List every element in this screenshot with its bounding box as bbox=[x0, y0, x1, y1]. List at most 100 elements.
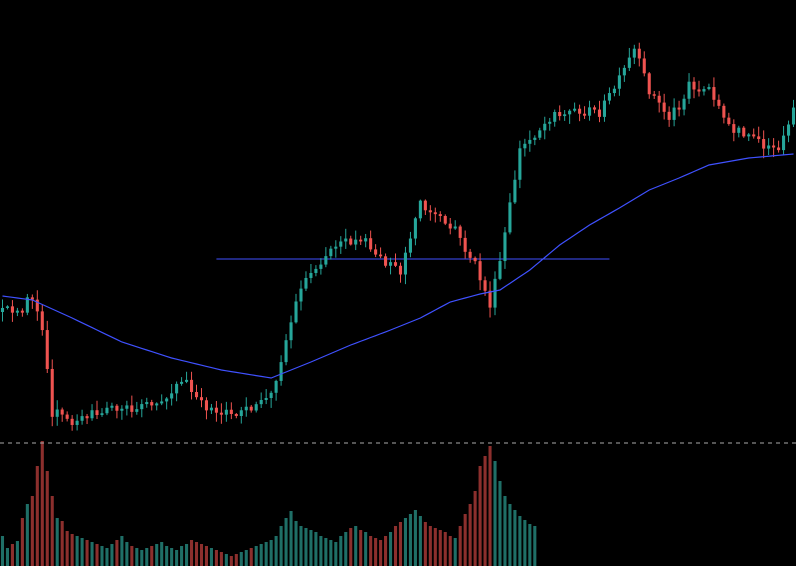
candle-body bbox=[85, 416, 89, 419]
volume-bar bbox=[100, 546, 104, 566]
candle bbox=[687, 73, 691, 104]
candle-body bbox=[652, 94, 656, 96]
volume-bar bbox=[294, 521, 298, 566]
volume-bar bbox=[115, 540, 119, 566]
candle bbox=[229, 402, 233, 420]
volume-bar bbox=[259, 544, 263, 566]
candle-body bbox=[702, 89, 706, 92]
candle bbox=[130, 395, 134, 418]
candle bbox=[209, 403, 213, 415]
volume-bar bbox=[398, 522, 403, 566]
volume-bar bbox=[20, 518, 24, 566]
candle-body bbox=[145, 402, 149, 405]
candle bbox=[60, 407, 64, 422]
candle-body bbox=[214, 407, 218, 413]
volume-bar bbox=[314, 532, 318, 566]
candle bbox=[95, 400, 99, 420]
candle bbox=[175, 381, 179, 402]
candle-body bbox=[563, 114, 567, 117]
candle-body bbox=[189, 379, 194, 393]
candle bbox=[249, 404, 253, 413]
volume-bar bbox=[428, 526, 432, 566]
candle bbox=[403, 246, 408, 285]
candle-body bbox=[110, 405, 114, 408]
candle-body bbox=[433, 212, 437, 215]
candle-body bbox=[254, 404, 258, 411]
candle-body bbox=[229, 409, 233, 415]
candle-body bbox=[647, 73, 651, 95]
candle-body bbox=[737, 127, 741, 133]
candle bbox=[369, 230, 373, 252]
candle-body bbox=[548, 121, 552, 124]
volume-bar bbox=[70, 534, 74, 566]
candle-body bbox=[677, 107, 681, 110]
volume-bar bbox=[194, 542, 199, 566]
volume-bar bbox=[214, 550, 218, 566]
candle-body bbox=[304, 277, 308, 289]
candle-body bbox=[155, 403, 159, 406]
candle-body bbox=[105, 407, 109, 414]
candle bbox=[712, 77, 716, 107]
candle bbox=[379, 247, 383, 259]
candle-body bbox=[364, 238, 368, 242]
candle-body bbox=[682, 98, 686, 110]
candle bbox=[732, 119, 736, 142]
candle-body bbox=[95, 410, 99, 415]
candle-body bbox=[0, 307, 5, 312]
volume-bar bbox=[453, 538, 457, 566]
candle bbox=[165, 397, 169, 410]
candle-body bbox=[448, 223, 452, 229]
candle-body bbox=[762, 139, 766, 149]
candle-body bbox=[50, 368, 54, 417]
candle-body bbox=[508, 202, 512, 233]
candle-body bbox=[115, 405, 119, 411]
candle-body bbox=[185, 379, 189, 382]
candle bbox=[264, 389, 268, 405]
candle bbox=[10, 300, 14, 322]
volume-bar bbox=[354, 526, 358, 566]
volume-bar bbox=[264, 542, 268, 566]
volume-bar bbox=[418, 516, 422, 566]
candle-body bbox=[558, 111, 562, 117]
candle-body bbox=[418, 200, 422, 219]
candle bbox=[707, 83, 711, 91]
volume-bar bbox=[329, 540, 333, 566]
candle bbox=[279, 355, 283, 386]
candle-body bbox=[135, 409, 139, 412]
candle bbox=[244, 397, 248, 417]
volume-bar bbox=[304, 528, 308, 566]
candle bbox=[105, 401, 109, 416]
candle-body bbox=[259, 399, 263, 405]
candle bbox=[637, 42, 641, 67]
candle bbox=[145, 397, 149, 408]
candle bbox=[413, 216, 417, 246]
candle-body bbox=[478, 261, 482, 281]
candle bbox=[309, 263, 313, 284]
candle-body bbox=[453, 226, 457, 229]
candle bbox=[722, 103, 726, 124]
candle bbox=[443, 214, 447, 226]
candle-body bbox=[523, 143, 527, 149]
candle bbox=[239, 406, 243, 424]
candle bbox=[632, 44, 636, 65]
volume-bar bbox=[145, 548, 149, 566]
candle bbox=[558, 105, 562, 121]
candle-body bbox=[612, 88, 616, 94]
candle bbox=[757, 126, 761, 143]
candle-body bbox=[209, 407, 213, 411]
candle-body bbox=[503, 232, 507, 262]
volume-bar bbox=[30, 496, 34, 566]
candle bbox=[727, 112, 731, 126]
candle bbox=[597, 100, 602, 123]
candle bbox=[767, 138, 771, 156]
volume-bar bbox=[130, 546, 134, 566]
candle bbox=[667, 106, 671, 127]
candle-body bbox=[458, 226, 462, 238]
candle bbox=[612, 85, 616, 97]
volume-bar bbox=[403, 518, 408, 566]
volume-bar bbox=[65, 531, 69, 566]
candle-body bbox=[627, 57, 631, 68]
candle bbox=[602, 94, 607, 122]
candle-body bbox=[339, 241, 343, 247]
